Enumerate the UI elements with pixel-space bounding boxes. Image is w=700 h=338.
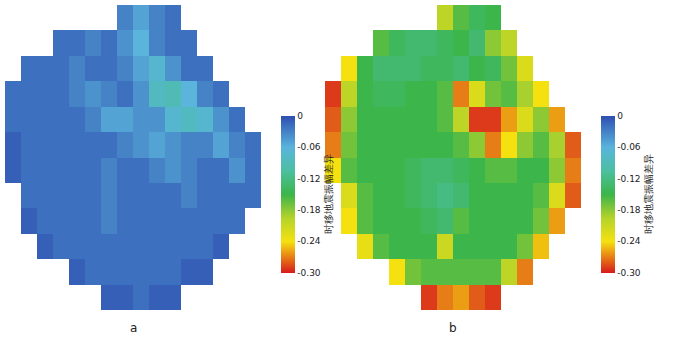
svg-text:-0.18: -0.18: [617, 205, 641, 215]
svg-text:-0.06: -0.06: [297, 142, 321, 152]
svg-text:-0.30: -0.30: [617, 268, 641, 278]
svg-text:-0.12: -0.12: [297, 174, 320, 184]
svg-text:-0.12: -0.12: [617, 174, 640, 184]
svg-text:b: b: [449, 321, 457, 335]
svg-text:时移地震振幅差异: 时移地震振幅差异: [323, 154, 334, 234]
svg-text:-0.24: -0.24: [617, 236, 641, 246]
svg-text:0: 0: [617, 111, 623, 121]
svg-text:时移地震振幅差异: 时移地震振幅差异: [643, 154, 654, 234]
svg-text:a: a: [130, 321, 137, 335]
svg-text:-0.30: -0.30: [297, 268, 321, 278]
svg-text:-0.24: -0.24: [297, 236, 321, 246]
svg-text:0: 0: [297, 111, 303, 121]
svg-text:-0.06: -0.06: [617, 142, 641, 152]
svg-text:-0.18: -0.18: [297, 205, 321, 215]
